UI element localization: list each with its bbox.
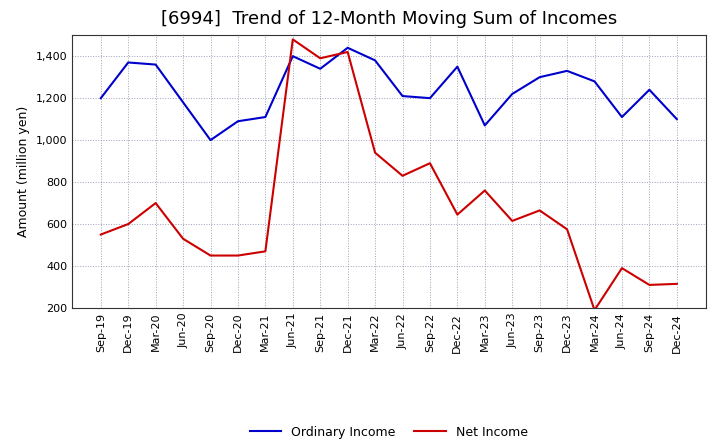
Ordinary Income [371,58,379,63]
Net Income [233,253,242,258]
Net Income [316,55,325,61]
Net Income [124,221,132,227]
Line: Net Income: Net Income [101,40,677,310]
Title: [6994]  Trend of 12-Month Moving Sum of Incomes: [6994] Trend of 12-Month Moving Sum of I… [161,10,617,28]
Net Income [508,218,516,224]
Ordinary Income [179,100,187,105]
Ordinary Income [398,93,407,99]
Ordinary Income [426,95,434,101]
Ordinary Income [96,95,105,101]
Net Income [645,282,654,288]
Net Income [618,265,626,271]
Ordinary Income [563,68,572,73]
Ordinary Income [316,66,325,71]
Net Income [261,249,270,254]
Net Income [426,161,434,166]
Net Income [343,49,352,55]
Net Income [151,201,160,206]
Ordinary Income [453,64,462,70]
Ordinary Income [536,74,544,80]
Net Income [453,212,462,217]
Ordinary Income [206,137,215,143]
Net Income [371,150,379,155]
Net Income [179,236,187,242]
Net Income [536,208,544,213]
Legend: Ordinary Income, Net Income: Ordinary Income, Net Income [245,421,533,440]
Net Income [672,281,681,286]
Ordinary Income [618,114,626,120]
Net Income [289,37,297,42]
Net Income [206,253,215,258]
Ordinary Income [261,114,270,120]
Net Income [96,232,105,237]
Y-axis label: Amount (million yen): Amount (million yen) [17,106,30,237]
Ordinary Income [343,45,352,51]
Ordinary Income [645,87,654,92]
Ordinary Income [508,92,516,97]
Net Income [563,227,572,232]
Net Income [480,188,489,193]
Ordinary Income [124,60,132,65]
Ordinary Income [672,117,681,122]
Ordinary Income [289,54,297,59]
Ordinary Income [233,119,242,124]
Net Income [398,173,407,179]
Ordinary Income [151,62,160,67]
Ordinary Income [480,123,489,128]
Line: Ordinary Income: Ordinary Income [101,48,677,140]
Ordinary Income [590,79,599,84]
Net Income [590,308,599,313]
